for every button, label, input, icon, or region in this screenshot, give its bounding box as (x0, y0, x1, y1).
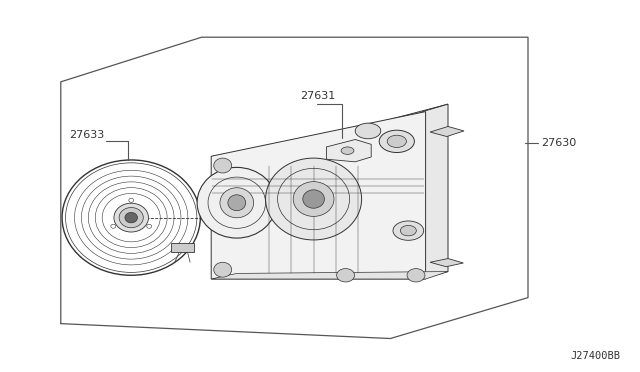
Ellipse shape (111, 224, 116, 228)
Ellipse shape (266, 158, 362, 240)
Polygon shape (430, 259, 463, 267)
Ellipse shape (114, 203, 148, 232)
Text: 27630: 27630 (541, 138, 576, 148)
Ellipse shape (379, 130, 415, 153)
Text: 27631: 27631 (300, 91, 335, 101)
Ellipse shape (62, 160, 200, 275)
Ellipse shape (129, 198, 134, 202)
Ellipse shape (401, 225, 417, 236)
Ellipse shape (341, 147, 354, 154)
Polygon shape (211, 112, 426, 279)
Ellipse shape (228, 195, 246, 211)
Ellipse shape (119, 208, 143, 228)
Polygon shape (422, 104, 448, 279)
Polygon shape (430, 126, 464, 137)
Ellipse shape (407, 269, 425, 282)
FancyBboxPatch shape (171, 243, 194, 252)
Polygon shape (211, 272, 448, 279)
Ellipse shape (197, 167, 276, 238)
Polygon shape (326, 140, 371, 162)
Ellipse shape (355, 123, 381, 139)
Polygon shape (227, 104, 448, 162)
Ellipse shape (303, 190, 324, 208)
Ellipse shape (214, 158, 232, 173)
Ellipse shape (293, 182, 334, 217)
Ellipse shape (393, 221, 424, 240)
Ellipse shape (214, 262, 232, 277)
Text: J27400BB: J27400BB (571, 351, 621, 361)
Ellipse shape (147, 224, 152, 228)
Ellipse shape (387, 135, 406, 148)
Ellipse shape (337, 269, 355, 282)
Ellipse shape (125, 212, 138, 223)
Ellipse shape (220, 188, 253, 218)
Text: 27633: 27633 (69, 129, 104, 140)
